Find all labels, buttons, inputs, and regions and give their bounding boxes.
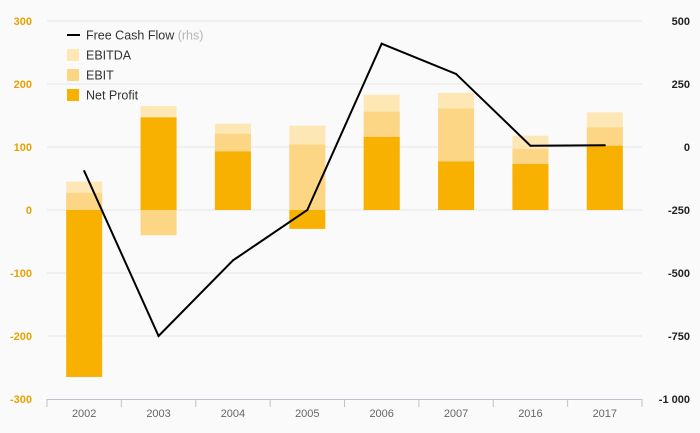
net-profit-bar	[289, 210, 326, 229]
free-cash-flow-point	[83, 169, 86, 172]
x-tick-label: 2005	[295, 408, 319, 420]
x-tick-label: 2003	[146, 408, 170, 420]
free-cash-flow-point	[231, 259, 234, 262]
right-y-tick-label: 250	[672, 79, 690, 91]
left-y-tick-label: 100	[14, 142, 32, 154]
left-y-tick-label: -200	[10, 331, 32, 343]
right-y-tick-label: -250	[668, 205, 690, 217]
x-tick-label: 2004	[221, 408, 245, 420]
free-cash-flow-point	[306, 209, 309, 211]
net-profit-bar	[140, 117, 177, 210]
legend-swatch-ebitda	[67, 49, 79, 61]
net-profit-bar	[438, 161, 475, 210]
legend-swatch-net-profit	[67, 89, 79, 101]
ebit-bar	[140, 210, 177, 236]
legend-rhs-note: (rhs)	[174, 29, 203, 43]
legend-label-free-cash-flow: Free Cash Flow (rhs)	[86, 29, 203, 43]
free-cash-flow-line-group	[83, 42, 606, 338]
right-y-tick-label: -500	[668, 268, 690, 280]
ebit-bar	[289, 144, 326, 210]
right-y-axis: 500 250 0 -250 -500 -750 -1 000	[659, 16, 690, 406]
right-y-tick-label: -750	[668, 331, 690, 343]
free-cash-flow-point	[380, 42, 383, 45]
ebit-bar	[66, 192, 103, 210]
right-y-tick-label: -1 000	[659, 394, 690, 406]
right-y-tick-label: 0	[684, 142, 690, 154]
legend: Free Cash Flow (rhs) EBITDA EBIT Net Profit	[67, 29, 203, 103]
bar-series	[66, 92, 623, 377]
free-cash-flow-point	[455, 72, 458, 75]
x-tick-label: 2007	[444, 408, 468, 420]
x-axis: 2002 2003 2004 2005 2006 2007 2016 2017	[46, 399, 643, 420]
net-profit-bar	[512, 164, 549, 210]
free-cash-flow-line	[83, 42, 605, 338]
left-y-tick-label: 300	[14, 16, 32, 28]
legend-swatch-ebit	[67, 69, 79, 81]
legend-label-net-profit: Net Profit	[86, 89, 139, 103]
left-y-tick-label: 200	[14, 79, 32, 91]
free-cash-flow-point	[529, 144, 532, 147]
x-tick-label: 2002	[72, 408, 96, 420]
x-tick-label: 2016	[518, 408, 542, 420]
left-y-tick-label: 0	[26, 205, 32, 217]
free-cash-flow-point	[157, 335, 160, 337]
net-profit-bar	[66, 210, 103, 377]
free-cash-flow-point	[603, 144, 606, 147]
left-y-tick-label: -100	[10, 268, 32, 280]
legend-label-ebit: EBIT	[86, 69, 114, 83]
x-tick-label: 2006	[369, 408, 393, 420]
net-profit-bar	[586, 145, 623, 210]
net-profit-bar	[214, 151, 251, 210]
legend-label-ebitda: EBITDA	[86, 49, 132, 63]
x-tick-label: 2017	[593, 408, 617, 420]
left-y-axis: 300 200 100 0 -100 -200 -300	[10, 16, 32, 406]
right-y-tick-label: 500	[672, 16, 690, 28]
net-profit-bar	[363, 136, 400, 210]
left-y-tick-label: -300	[10, 394, 32, 406]
